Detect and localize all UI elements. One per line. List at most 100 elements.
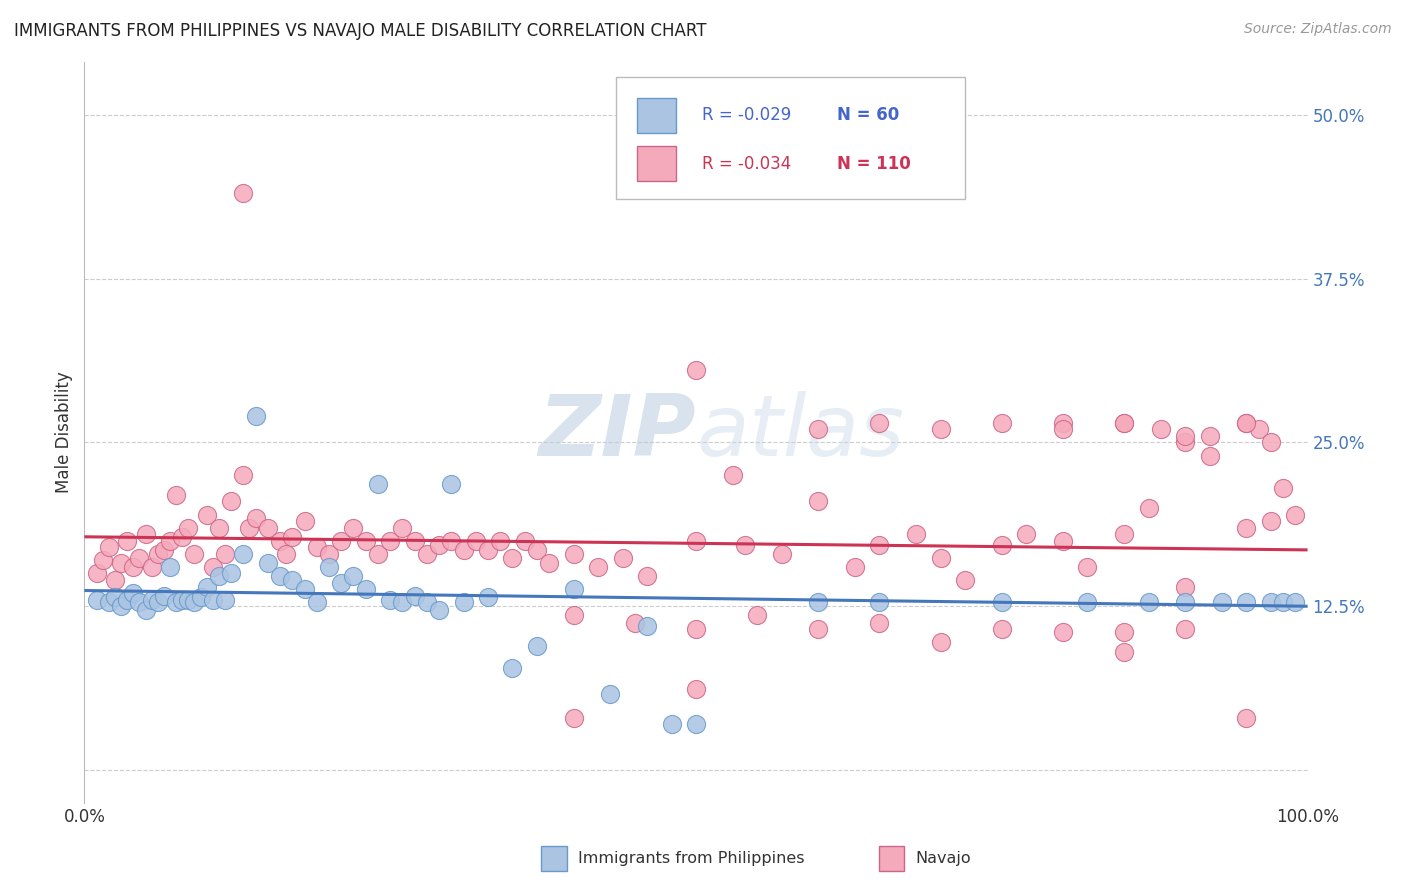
Point <box>734 538 756 552</box>
Point <box>502 550 524 565</box>
Text: R = -0.029: R = -0.029 <box>702 106 792 124</box>
Point <box>354 582 377 597</box>
Point <box>440 477 463 491</box>
Point <box>110 599 132 614</box>
Point <box>991 622 1014 636</box>
FancyBboxPatch shape <box>616 78 965 200</box>
Point <box>238 521 260 535</box>
Point <box>153 542 176 557</box>
Point <box>526 639 548 653</box>
Text: N = 110: N = 110 <box>837 154 911 172</box>
Point <box>1174 435 1197 450</box>
Point <box>269 569 291 583</box>
Point <box>770 547 793 561</box>
Point <box>195 508 218 522</box>
Point <box>115 592 138 607</box>
Text: IMMIGRANTS FROM PHILIPPINES VS NAVAJO MALE DISABILITY CORRELATION CHART: IMMIGRANTS FROM PHILIPPINES VS NAVAJO MA… <box>14 22 707 40</box>
Point <box>477 542 499 557</box>
Point <box>172 530 194 544</box>
Text: Navajo: Navajo <box>915 851 972 865</box>
Point <box>1076 595 1098 609</box>
Point <box>110 556 132 570</box>
Point <box>183 547 205 561</box>
Point <box>685 717 707 731</box>
Point <box>747 608 769 623</box>
Point <box>146 595 169 609</box>
Point <box>636 569 658 583</box>
Point <box>135 603 157 617</box>
Point <box>586 560 609 574</box>
Point <box>562 547 585 561</box>
Point <box>1114 416 1136 430</box>
Point <box>104 590 127 604</box>
Text: Immigrants from Philippines: Immigrants from Philippines <box>578 851 804 865</box>
Point <box>354 533 377 548</box>
Point <box>453 595 475 609</box>
Point <box>464 533 486 548</box>
Point <box>1284 508 1306 522</box>
Point <box>953 573 976 587</box>
Point <box>1150 422 1173 436</box>
Point <box>115 533 138 548</box>
Point <box>190 590 212 604</box>
Point <box>219 566 242 581</box>
Point <box>391 521 413 535</box>
Point <box>991 416 1014 430</box>
Point <box>183 595 205 609</box>
Point <box>721 468 744 483</box>
Point <box>128 595 150 609</box>
Point <box>86 592 108 607</box>
Point <box>427 603 450 617</box>
Point <box>869 616 891 631</box>
Point <box>153 589 176 603</box>
Point <box>427 538 450 552</box>
Point <box>929 634 952 648</box>
Point <box>844 560 866 574</box>
Point <box>1198 449 1220 463</box>
Point <box>1272 595 1295 609</box>
Point <box>1174 622 1197 636</box>
Point <box>929 422 952 436</box>
Point <box>612 550 634 565</box>
Point <box>1174 429 1197 443</box>
Point <box>1052 533 1074 548</box>
Point <box>208 569 231 583</box>
Point <box>159 533 181 548</box>
Point <box>869 595 891 609</box>
Point <box>513 533 536 548</box>
Point <box>391 595 413 609</box>
Point <box>453 542 475 557</box>
Point <box>232 468 254 483</box>
Point <box>257 521 280 535</box>
Point <box>318 560 340 574</box>
Point <box>416 547 439 561</box>
Point <box>685 681 707 696</box>
Point <box>294 582 316 597</box>
Point <box>1015 527 1038 541</box>
Point <box>232 547 254 561</box>
Point <box>165 595 187 609</box>
Point <box>1284 595 1306 609</box>
Point <box>245 409 267 424</box>
Point <box>97 595 120 609</box>
Point <box>562 582 585 597</box>
Text: N = 60: N = 60 <box>837 106 898 124</box>
Point <box>1198 429 1220 443</box>
Point <box>201 560 224 574</box>
Point <box>97 541 120 555</box>
Y-axis label: Male Disability: Male Disability <box>55 372 73 493</box>
Text: Source: ZipAtlas.com: Source: ZipAtlas.com <box>1244 22 1392 37</box>
Point <box>367 547 389 561</box>
Point <box>201 592 224 607</box>
Point <box>929 550 952 565</box>
Point <box>141 560 163 574</box>
Point <box>104 573 127 587</box>
Point <box>869 538 891 552</box>
Point <box>305 541 328 555</box>
Point <box>869 416 891 430</box>
Text: R = -0.034: R = -0.034 <box>702 154 792 172</box>
Point <box>1260 514 1282 528</box>
Point <box>330 575 353 590</box>
Point <box>1076 560 1098 574</box>
Point <box>214 592 236 607</box>
